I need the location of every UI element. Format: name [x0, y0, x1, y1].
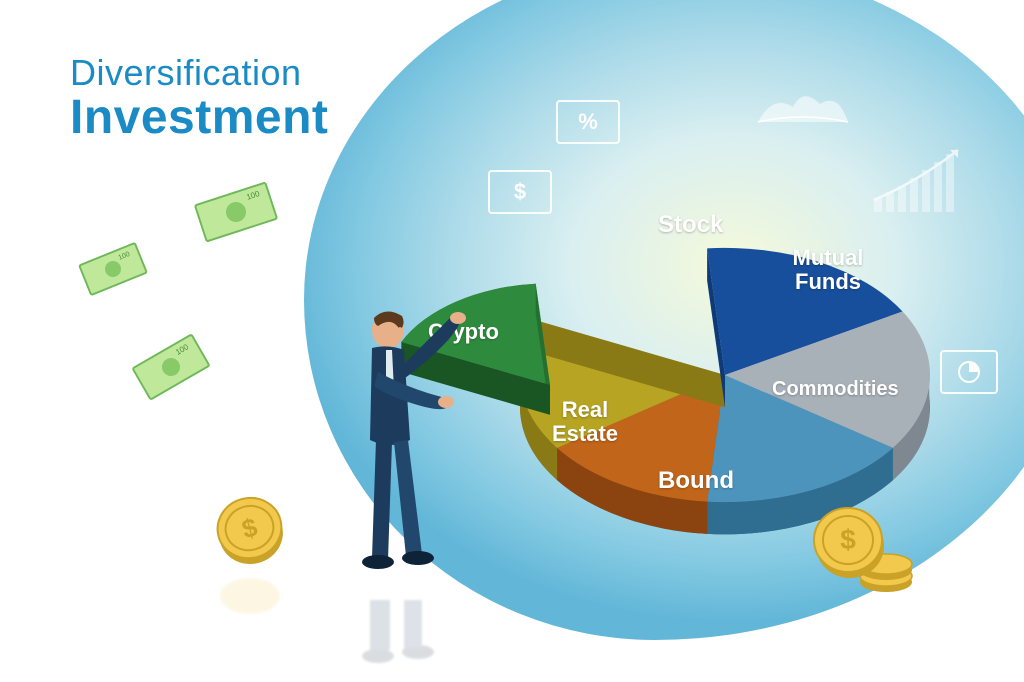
title-block: Diversification Investment [70, 52, 328, 145]
percent-symbol: % [578, 109, 598, 135]
title-line2: Investment [70, 90, 328, 145]
svg-text:$: $ [840, 524, 856, 555]
businessman-reflection [328, 588, 468, 668]
mini-pie-icon [940, 350, 998, 394]
coin-left: $ [210, 490, 290, 570]
bill-1: 100 [78, 242, 148, 297]
percent-icon: % [556, 100, 620, 144]
coin-stack: $ [808, 490, 928, 600]
bill-3: 100 [131, 333, 211, 401]
title-line1: Diversification [70, 52, 328, 94]
coin-left-reflection [210, 566, 290, 616]
businessman-figure [328, 300, 468, 590]
cloud-icon [748, 82, 858, 132]
bill-2: 100 [194, 181, 279, 243]
